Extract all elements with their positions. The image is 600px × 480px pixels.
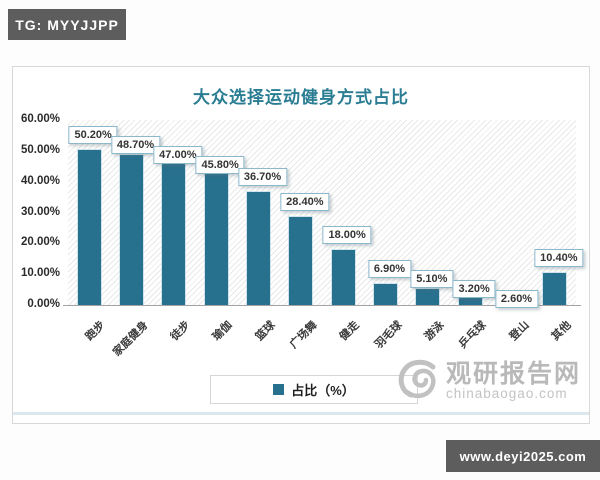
category-label: 跑步 (83, 319, 108, 344)
data-label: 47.00% (153, 146, 203, 165)
data-label: 45.80% (195, 156, 245, 175)
card-bottom-edge (13, 412, 589, 415)
plot-area: 50.20% 48.70% 47.00% 45.80% 36.70% 28.40% 18.0… (68, 120, 584, 308)
data-label: 6.90% (367, 259, 412, 278)
category-label: 瑜伽 (210, 319, 235, 344)
data-label: 18.00% (322, 225, 372, 244)
category-label: 篮球 (253, 319, 278, 344)
y-tick-label: 0.00% (27, 298, 60, 310)
y-tick-label: 50.00% (20, 143, 60, 156)
bar (458, 295, 482, 305)
tg-badge-text: TG: MYYJJPP (15, 16, 119, 33)
y-tick-label: 60.00% (20, 113, 60, 125)
y-axis: 60.00% 50.00% 40.00% 30.00% 20.00% 10.00% 0.00… (13, 113, 60, 310)
category-label: 登山 (507, 319, 532, 344)
category-label: 游泳 (422, 319, 447, 344)
legend-label: 占比（%） (291, 383, 355, 398)
bar (77, 150, 101, 305)
watermark-logo-icon (398, 359, 436, 399)
bar (543, 272, 567, 305)
category-label: 徒步 (168, 319, 193, 344)
watermark-name: 观研报告网 (446, 359, 582, 388)
category-label: 广场舞 (287, 319, 320, 351)
category-label: 家庭健身 (110, 319, 151, 359)
watermark-text: 观研报告网 chinabaogao.com (446, 361, 581, 401)
chart-card: 大众选择运动健身方式占比 60.00% 50.00% 40.00% 30.00% 20.… (12, 66, 590, 424)
bar (204, 163, 228, 305)
bar (120, 154, 143, 305)
bar (374, 283, 397, 305)
watermark: 观研报告网 chinabaogao.com (394, 354, 590, 408)
site-url-text: www.deyi2025.com (459, 448, 587, 464)
category-label: 其他 (549, 319, 574, 344)
data-label: 3.20% (452, 279, 496, 298)
bar (331, 249, 355, 305)
bar (289, 217, 313, 305)
data-label: 36.70% (237, 167, 288, 186)
data-label: 5.10% (410, 269, 454, 288)
y-tick-label: 20.00% (20, 236, 60, 249)
legend: 占比（%） (210, 375, 418, 404)
legend-marker-icon (273, 384, 285, 395)
data-label: 28.40% (280, 193, 330, 212)
site-url-badge: www.deyi2025.com (446, 440, 600, 472)
data-label: 48.70% (110, 136, 161, 155)
category-label: 羽毛球 (372, 319, 405, 351)
category-label: 乒乓球 (456, 319, 489, 351)
y-tick-label: 10.00% (20, 267, 60, 280)
y-tick-label: 40.00% (20, 174, 60, 187)
category-label: 健走 (337, 319, 362, 344)
chart-title: 大众选择运动健身方式占比 (193, 88, 409, 107)
data-label: 10.40% (534, 248, 584, 267)
watermark-domain: chinabaogao.com (446, 386, 568, 402)
y-tick-label: 30.00% (20, 205, 60, 218)
bar (416, 289, 440, 305)
data-label: 2.60% (494, 289, 539, 308)
data-label: 50.20% (68, 126, 118, 145)
x-axis-line (63, 305, 581, 306)
bar (247, 191, 270, 305)
tg-badge: TG: MYYJJPP (8, 9, 126, 40)
bar (162, 160, 186, 305)
